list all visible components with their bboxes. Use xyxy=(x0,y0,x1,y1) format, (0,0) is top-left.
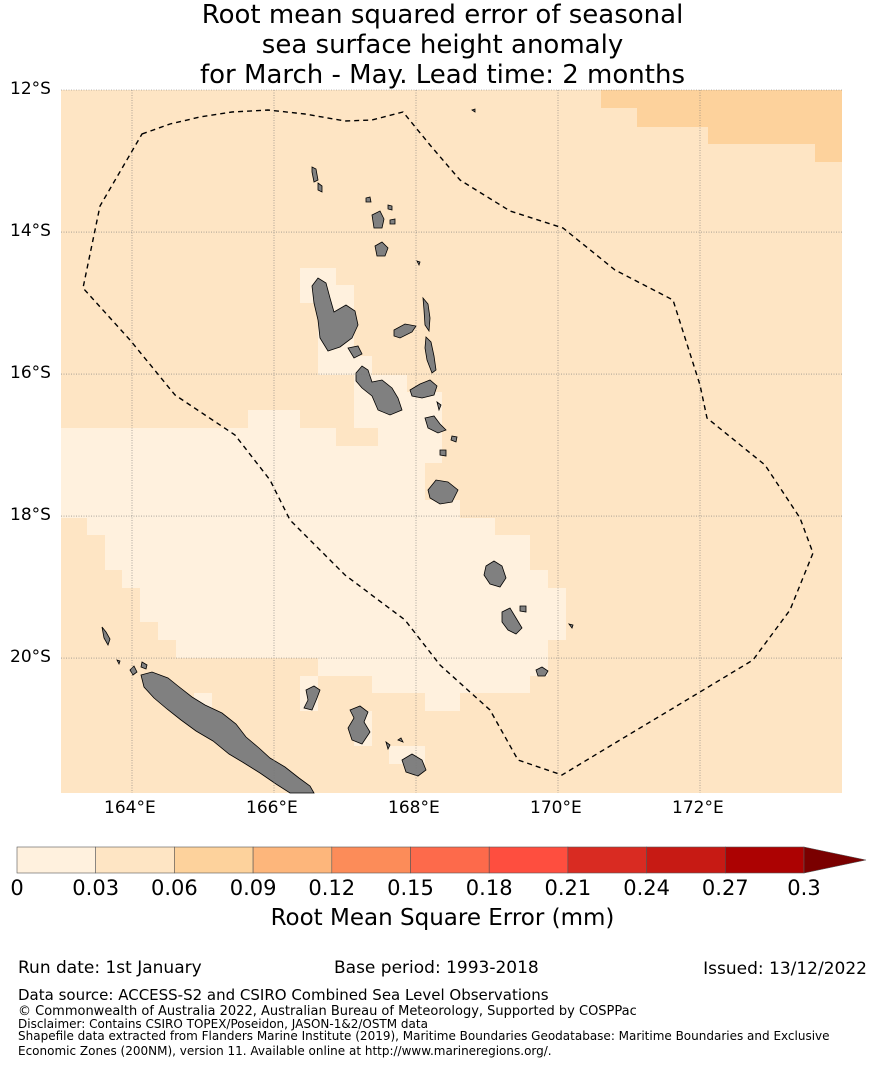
colorbar xyxy=(16,846,867,874)
land-tanna-north xyxy=(519,605,527,613)
land-merelava xyxy=(416,260,421,267)
field-patch-high xyxy=(601,90,842,162)
colorbar-cell-7 xyxy=(567,846,647,874)
land-hiu xyxy=(471,108,476,113)
land-paama xyxy=(436,401,442,412)
colorbar-tick-label: 0.21 xyxy=(544,876,592,900)
disclaimer: Disclaimer: Contains CSIRO TOPEX/Poseido… xyxy=(18,1017,428,1031)
land-ouvea xyxy=(303,685,321,711)
land-tanna xyxy=(501,607,523,635)
graticule xyxy=(61,89,842,793)
land-tiga xyxy=(397,737,404,743)
land-gaua xyxy=(374,241,389,257)
colorbar-tick-label: 0.12 xyxy=(308,876,356,900)
land-maewo xyxy=(422,296,431,333)
land-pentecost xyxy=(424,336,437,374)
landmasses xyxy=(101,108,574,794)
data-source: Data source: ACCESS-S2 and CSIRO Combine… xyxy=(18,986,549,1004)
lon-tick-label: 172°E xyxy=(672,798,724,818)
colorbar-tick-label: 0.3 xyxy=(787,876,821,900)
colorbar-tick-label: 0.03 xyxy=(72,876,120,900)
shapefile-credit: Shapefile data extracted from Flanders M… xyxy=(18,1029,830,1058)
land-lifou xyxy=(347,705,371,745)
land-isle-small-1 xyxy=(140,661,148,670)
colorbar-tick-label: 0.09 xyxy=(229,876,277,900)
field-band-low xyxy=(61,410,566,711)
land-aneityum xyxy=(535,666,549,677)
colorbar-tick-label: 0.24 xyxy=(623,876,670,900)
title-line-2: sea surface height anomaly xyxy=(261,30,624,60)
land-isle-small-3 xyxy=(101,626,111,646)
colorbar-cell-2 xyxy=(174,846,254,874)
colorbar-tick-label: 0 xyxy=(10,876,24,900)
land-mare xyxy=(401,753,427,777)
land-banks-small-2 xyxy=(389,218,396,225)
land-tongoa xyxy=(450,435,458,443)
colorbar-cell-5 xyxy=(410,846,490,874)
land-erromango xyxy=(483,560,507,588)
colorbar-tick-label: 0.06 xyxy=(151,876,198,900)
lat-tick-label: 12°S xyxy=(10,79,51,99)
lat-tick-label: 16°S xyxy=(10,363,51,384)
colorbar-cells xyxy=(16,846,867,874)
title-line-1: Root mean squared error of seasonal xyxy=(201,0,684,30)
land-ambae xyxy=(393,323,417,339)
issued-date: Issued: 13/12/2022 xyxy=(703,959,867,979)
colorbar-tick-label: 0.27 xyxy=(701,876,749,900)
land-aniwa xyxy=(568,623,574,629)
colorbar-cell-8 xyxy=(646,846,726,874)
copyright: © Commonwealth of Australia 2022, Austra… xyxy=(18,1004,637,1019)
eez-boundary xyxy=(82,109,814,776)
land-malekula xyxy=(355,365,403,416)
lon-tick-label: 166°E xyxy=(246,798,298,818)
colorbar-cell-1 xyxy=(95,846,175,874)
colorbar-cell-4 xyxy=(331,846,411,874)
colorbar-label: Root Mean Square Error (mm) xyxy=(270,905,615,931)
rmse-field xyxy=(61,90,842,793)
title-line-3: for March - May. Lead time: 2 months xyxy=(200,60,685,90)
rmse-map xyxy=(61,89,842,794)
colorbar-tick-label: 0.18 xyxy=(465,876,513,900)
lon-tick-label: 168°E xyxy=(388,798,440,818)
lat-tick-label: 20°S xyxy=(10,647,51,668)
base-period: Base period: 1993-2018 xyxy=(334,958,539,978)
colorbar-cell-6 xyxy=(488,846,569,874)
lat-tick-label: 14°S xyxy=(10,221,51,242)
colorbar-cell-0 xyxy=(16,846,96,874)
land-efate xyxy=(427,479,459,505)
land-isle-small-2 xyxy=(116,659,121,666)
land-epi xyxy=(424,415,447,434)
land-torres-islands xyxy=(311,166,319,183)
land-vanua-lava xyxy=(371,210,385,229)
lat-tick-label: 18°S xyxy=(10,505,51,526)
colorbar-cell-3 xyxy=(252,846,333,874)
lon-tick-label: 164°E xyxy=(104,798,156,818)
run-date: Run date: 1st January xyxy=(18,958,202,978)
land-new-caledonia xyxy=(140,671,315,794)
field-patch-low-2 xyxy=(354,464,425,518)
land-shepherd xyxy=(439,449,447,457)
map-title: Root mean squared error of seasonal sea … xyxy=(0,0,885,90)
land-banks-small xyxy=(387,204,393,211)
lon-tick-label: 170°E xyxy=(530,798,582,818)
land-lifou-east xyxy=(385,740,391,751)
land-ambrym xyxy=(409,379,438,399)
colorbar-tick-label: 0.15 xyxy=(387,876,434,900)
land-torres-south xyxy=(317,182,323,193)
colorbar-cell-9 xyxy=(724,846,805,874)
land-ureparapara xyxy=(365,196,372,203)
colorbar-extension xyxy=(803,846,867,874)
land-malo xyxy=(347,345,363,359)
land-espiritu-santo xyxy=(311,277,359,352)
